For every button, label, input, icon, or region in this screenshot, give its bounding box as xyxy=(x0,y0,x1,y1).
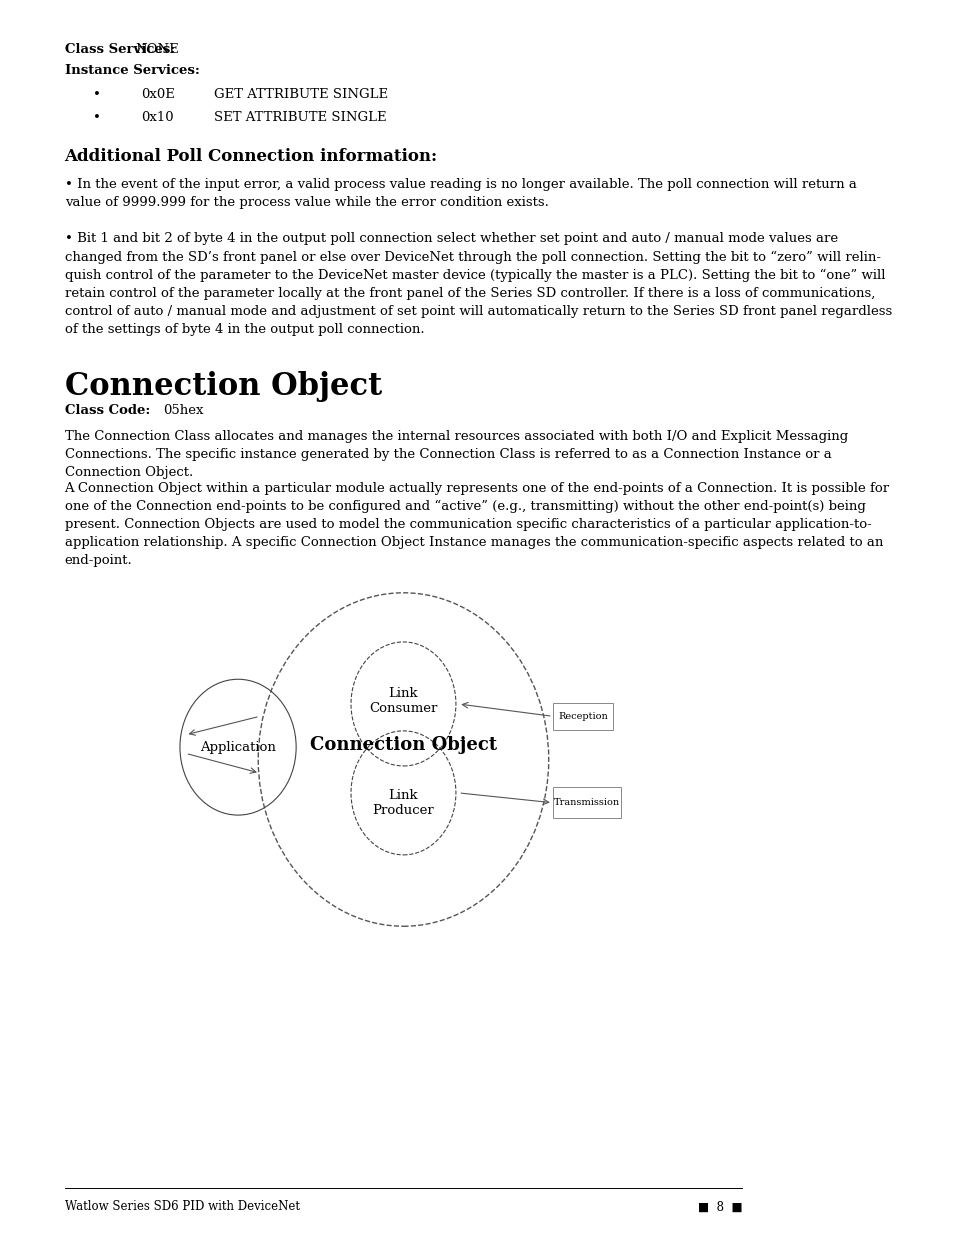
Text: Transmission: Transmission xyxy=(554,798,619,808)
Text: Watlow Series SD6 PID with DeviceNet: Watlow Series SD6 PID with DeviceNet xyxy=(65,1200,299,1214)
Text: SET ATTRIBUTE SINGLE: SET ATTRIBUTE SINGLE xyxy=(213,111,386,125)
Text: GET ATTRIBUTE SINGLE: GET ATTRIBUTE SINGLE xyxy=(213,88,388,101)
Text: • Bit 1 and bit 2 of byte 4 in the output poll connection select whether set poi: • Bit 1 and bit 2 of byte 4 in the outpu… xyxy=(65,232,891,336)
Text: The Connection Class allocates and manages the internal resources associated wit: The Connection Class allocates and manag… xyxy=(65,430,847,479)
Text: 05hex: 05hex xyxy=(163,404,203,417)
Text: 0x10: 0x10 xyxy=(141,111,173,125)
Text: Connection Object: Connection Object xyxy=(310,736,497,753)
Text: Application: Application xyxy=(200,741,275,753)
Text: Link
Consumer: Link Consumer xyxy=(369,688,437,715)
Text: Additional Poll Connection information:: Additional Poll Connection information: xyxy=(65,148,437,165)
Text: Connection Object: Connection Object xyxy=(65,370,381,401)
Text: Instance Services:: Instance Services: xyxy=(65,64,199,78)
Text: Class Services:: Class Services: xyxy=(65,43,179,57)
Text: •: • xyxy=(92,111,101,125)
Text: Link
Producer: Link Producer xyxy=(373,789,434,816)
Text: •: • xyxy=(92,88,101,101)
Text: A Connection Object within a particular module actually represents one of the en: A Connection Object within a particular … xyxy=(65,482,889,567)
Text: Class Code:: Class Code: xyxy=(65,404,154,417)
Text: Reception: Reception xyxy=(558,711,607,721)
Text: ■  8  ■: ■ 8 ■ xyxy=(697,1200,741,1214)
Text: • In the event of the input error, a valid process value reading is no longer av: • In the event of the input error, a val… xyxy=(65,178,856,209)
Text: 0x0E: 0x0E xyxy=(141,88,175,101)
Text: NONE: NONE xyxy=(135,43,179,57)
